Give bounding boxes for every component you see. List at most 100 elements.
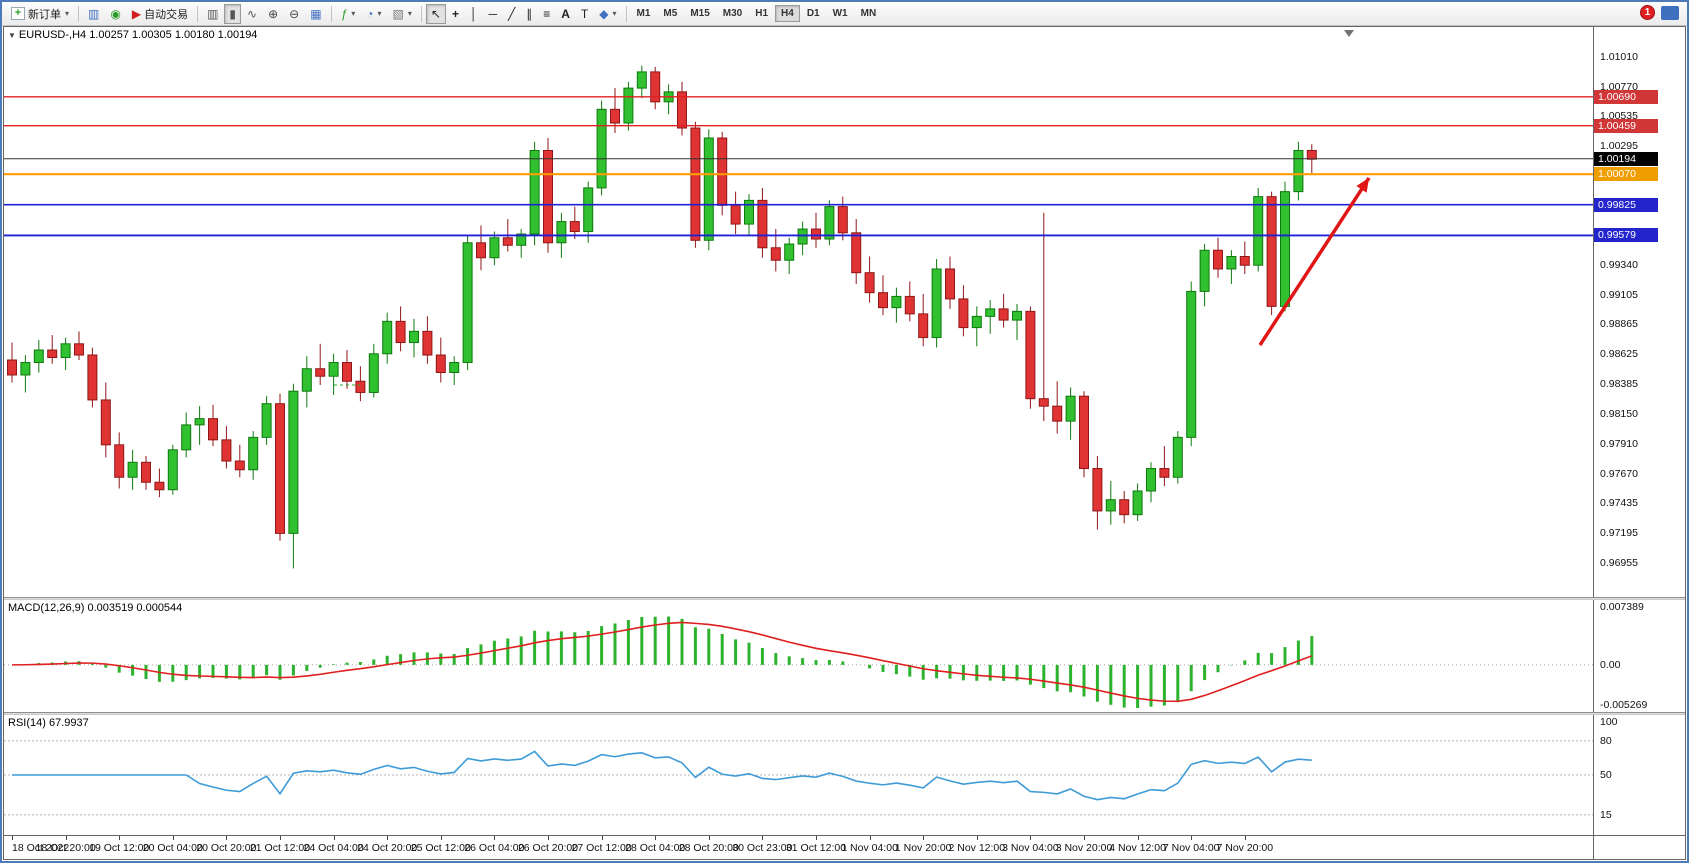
axis-label: 50 — [1600, 769, 1612, 781]
bar-chart-icon: ▥ — [207, 6, 219, 21]
price-badge: 0.99579 — [1594, 228, 1658, 243]
chart-shift-marker-icon[interactable] — [1344, 30, 1354, 37]
pane-splitter[interactable] — [4, 597, 1685, 600]
zoom-in-icon: ⊕ — [268, 6, 279, 21]
time-axis-label: 18 Oct 20:00 — [35, 842, 96, 854]
pane-splitter[interactable] — [4, 712, 1685, 715]
time-axis-label: 28 Oct 04:00 — [625, 842, 686, 854]
macd-indicator-pane: MACD(12,26,9) 0.003519 0.000544 0.007389… — [4, 600, 1685, 712]
candles-layer — [7, 65, 1317, 569]
charts-button[interactable]: ▥ — [83, 4, 104, 24]
price-badge: 0.99825 — [1594, 197, 1658, 212]
crosshair-button[interactable]: + — [447, 4, 464, 24]
axis-label: 100 — [1600, 716, 1618, 728]
main-price-axis[interactable]: 1.010101.007701.005351.002951.000550.998… — [1593, 27, 1685, 597]
time-tick — [1084, 836, 1085, 840]
shapes-button[interactable]: ◆ ▾ — [594, 4, 621, 24]
tile-windows-button[interactable]: ▦ — [305, 4, 326, 24]
macd-header: MACD(12,26,9) 0.003519 0.000544 — [8, 602, 183, 614]
time-tick — [12, 836, 13, 840]
window-corner-icon — [1661, 6, 1679, 20]
zoom-in-button[interactable]: ⊕ — [263, 4, 283, 24]
trendline-button[interactable]: ╱ — [503, 4, 520, 24]
price-badge: 1.00459 — [1594, 118, 1658, 133]
time-tick — [280, 836, 281, 840]
timeframe-h4-button[interactable]: H4 — [775, 5, 800, 22]
periods-button[interactable]: ◔ ▾ — [361, 4, 386, 24]
axis-label: 0.99340 — [1600, 259, 1638, 272]
rsi-plot[interactable]: RSI(14) 67.9937 — [4, 715, 1593, 835]
time-tick — [119, 836, 121, 840]
vertical-line-icon: │ — [469, 6, 478, 21]
caret-down-icon: ▾ — [407, 9, 412, 18]
timeframe-m5-button[interactable]: M5 — [657, 5, 683, 22]
rsi-price-axis[interactable]: 100 80 50 15 — [1593, 715, 1685, 835]
cursor-button[interactable]: ↖ — [425, 3, 446, 24]
support-button[interactable]: ◉ — [105, 4, 125, 24]
bar-chart-button[interactable]: ▥ — [202, 4, 223, 24]
time-axis-label: 24 Oct 20:00 — [357, 842, 418, 854]
time-tick — [333, 836, 335, 840]
time-tick — [1137, 836, 1139, 840]
indicators-button[interactable]: ƒ ▾ — [336, 4, 361, 24]
axis-label: 0.98385 — [1600, 378, 1638, 391]
time-tick — [172, 836, 174, 840]
indicators-icon: ƒ — [340, 6, 348, 21]
macd-plot[interactable]: MACD(12,26,9) 0.003519 0.000544 — [4, 600, 1593, 712]
fibonacci-icon: ≡ — [543, 6, 551, 21]
macd-price-axis[interactable]: 0.007389 0.00 -0.005269 — [1593, 600, 1685, 712]
auto-trading-button[interactable]: ▶ 自动交易 — [127, 4, 193, 24]
chart-window: ▼ EURUSD-,H4 1.00257 1.00305 1.00180 1.00… — [3, 26, 1686, 860]
collapse-chart-icon[interactable]: ▼ — [8, 31, 16, 40]
candlestick-chart-button[interactable]: ▮ — [224, 3, 242, 24]
time-axis[interactable]: 18 Oct 2022 18 Oct 20:00 19 Oct 12:00 20 Oc… — [4, 836, 1593, 859]
time-tick — [869, 836, 871, 840]
clock-icon: ◔ — [366, 6, 374, 21]
time-axis-label: 30 Oct 23:00 — [732, 842, 793, 854]
charts-icon: ▥ — [88, 6, 100, 21]
templates-button[interactable]: ▧ ▾ — [388, 4, 417, 24]
template-icon: ▧ — [392, 6, 404, 21]
text-icon: A — [561, 6, 570, 21]
timeframe-m30-button[interactable]: M30 — [717, 5, 748, 22]
axis-label: 1.00295 — [1600, 140, 1638, 153]
vertical-line-button[interactable]: │ — [465, 4, 483, 24]
axis-label: 0.98625 — [1600, 348, 1638, 361]
axis-label: 0.007389 — [1600, 601, 1644, 613]
channel-button[interactable]: ∥ — [521, 4, 537, 24]
time-tick — [762, 836, 764, 840]
chart-title: ▼ EURUSD-,H4 1.00257 1.00305 1.00180 1.00… — [8, 29, 257, 41]
horizontal-line-button[interactable]: ─ — [483, 4, 502, 24]
time-axis-label: 31 Oct 12:00 — [785, 842, 847, 854]
main-chart-plot[interactable]: ▼ EURUSD-,H4 1.00257 1.00305 1.00180 1.00… — [4, 27, 1593, 597]
axis-label: 0.97670 — [1600, 467, 1638, 480]
new-order-button[interactable]: + 新订单 ▾ — [6, 4, 74, 24]
axis-label: 1.01010 — [1600, 50, 1638, 63]
axis-label: 0.97435 — [1600, 496, 1638, 509]
time-axis-label: 18 Oct 2022 — [12, 842, 70, 854]
time-axis-label: 28 Oct 20:00 — [678, 842, 739, 854]
text-label-button[interactable]: T — [576, 4, 593, 24]
timeframe-h1-button[interactable]: H1 — [749, 5, 774, 22]
notification-badge[interactable]: 1 — [1640, 5, 1655, 20]
time-tick — [494, 836, 496, 840]
line-chart-button[interactable]: ∿ — [242, 4, 262, 24]
timeframe-m15-button[interactable]: M15 — [684, 5, 715, 22]
auto-trading-label: 自动交易 — [144, 8, 189, 21]
tile-windows-icon: ▦ — [310, 6, 322, 21]
zoom-out-button[interactable]: ⊖ — [284, 4, 304, 24]
timeframe-w1-button[interactable]: W1 — [827, 5, 854, 22]
timeframe-mn-button[interactable]: MN — [855, 5, 883, 22]
fibonacci-button[interactable]: ≡ — [538, 4, 555, 24]
trend-arrow[interactable] — [1258, 176, 1371, 347]
timeframe-d1-button[interactable]: D1 — [801, 5, 826, 22]
time-axis-row: 18 Oct 2022 18 Oct 20:00 19 Oct 12:00 20 Oc… — [4, 835, 1685, 859]
axis-label: 15 — [1600, 808, 1612, 821]
timeframe-m1-button[interactable]: M1 — [631, 5, 657, 22]
time-axis-label: 21 Oct 12:00 — [249, 842, 311, 854]
text-button[interactable]: A — [556, 4, 575, 24]
time-tick — [816, 836, 817, 840]
time-axis-label: 2 Nov 12:00 — [948, 842, 1006, 854]
time-axis-label: 20 Oct 04:00 — [142, 842, 203, 854]
time-tick — [226, 836, 228, 840]
